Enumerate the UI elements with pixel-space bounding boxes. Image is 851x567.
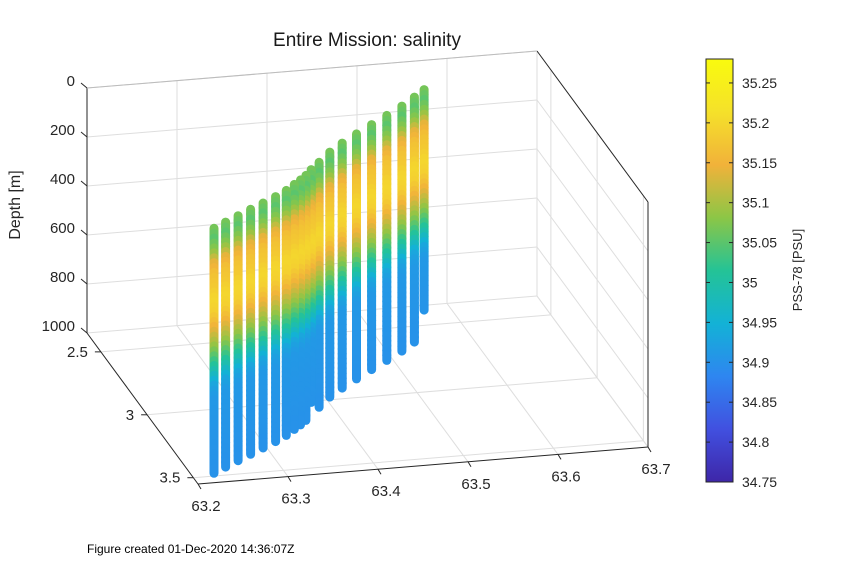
colorbar-tick-label: 35.25 (742, 75, 777, 91)
grid-line-lat (193, 440, 644, 479)
lat-tick-label: 3.5 (160, 470, 181, 487)
figure-timestamp: Figure created 01-Dec-2020 14:36:07Z (87, 542, 294, 556)
lon-tick-mark (647, 446, 652, 453)
lon-tick-label: 63.5 (461, 476, 490, 493)
colorbar-label: PSS-78 [PSU] (790, 229, 805, 311)
colorbar-tick-label: 34.75 (742, 474, 777, 490)
colorbar-tick-label: 34.9 (742, 354, 769, 370)
colorbar-tick-label: 35 (742, 274, 758, 290)
salinity-profiles (209, 85, 429, 478)
lat-tick-label: 2.5 (67, 344, 88, 361)
lat-axis-line (86, 332, 199, 485)
depth-tick-mark (80, 180, 88, 187)
depth-tick-mark (80, 278, 88, 285)
colorbar-tick-label: 35.05 (742, 235, 777, 251)
axes-grid (86, 50, 649, 485)
grid-line-depth (536, 246, 649, 399)
lon-tick-label: 63.6 (551, 468, 580, 485)
chart-title: Entire Mission: salinity (273, 30, 461, 51)
lon-tick-mark (197, 483, 202, 490)
colorbar-tick-label: 34.95 (742, 314, 777, 330)
colorbar: 34.75 34.8 34.85 34.9 34.95 35 35.05 35.1 35.15 3… (705, 58, 777, 490)
axis-ticks: 63.2 63.3 63.4 63.5 63.6 63.7 2.5 3 3.5 0 200 400 60… (42, 73, 671, 515)
depth-tick-label: 0 (67, 73, 75, 90)
lon-tick-label: 63.4 (371, 483, 400, 500)
lon-tick-mark (287, 476, 292, 482)
grid-line-depth (536, 197, 649, 350)
grid-line-depth (86, 99, 538, 138)
depth-tick-label: 800 (50, 269, 75, 286)
colorbar-tick-label: 35.2 (742, 115, 769, 131)
grid-line-depth (536, 148, 649, 301)
lon-tick-label: 63.2 (191, 498, 220, 515)
grid-line-depth (536, 295, 649, 448)
lon-axis-line (197, 446, 649, 485)
colorbar-tick-label: 34.8 (742, 434, 769, 450)
grid-line-depth (536, 99, 649, 252)
depth-tick-mark (80, 131, 88, 138)
colorbar-tick-label: 35.15 (742, 155, 777, 171)
lon-tick-mark (377, 468, 382, 475)
depth-tick-label: 200 (50, 122, 75, 139)
depth-tick-mark (80, 229, 88, 236)
depth-tick-mark (80, 327, 88, 334)
box-edge (86, 50, 538, 89)
lon-tick-label: 63.3 (281, 491, 310, 508)
lon-tick-mark (557, 454, 562, 460)
colorbar-bar (705, 58, 734, 483)
box-edge (536, 50, 649, 203)
grid-line-lon (446, 303, 559, 455)
depth-tick-label: 600 (50, 220, 75, 237)
depth-tick-label: 400 (50, 171, 75, 188)
grid-line-lon (176, 325, 289, 477)
lon-tick-label: 63.7 (641, 461, 670, 478)
lon-tick-mark (467, 461, 472, 468)
colorbar-tick-label: 35.1 (742, 195, 769, 211)
colorbar-tick-label: 34.85 (742, 394, 777, 410)
depth-tick-mark (80, 82, 88, 89)
lat-tick-label: 3 (126, 407, 134, 424)
depth-tick-label: 1000 (42, 318, 75, 335)
z-axis-label: Depth [m] (7, 170, 24, 239)
